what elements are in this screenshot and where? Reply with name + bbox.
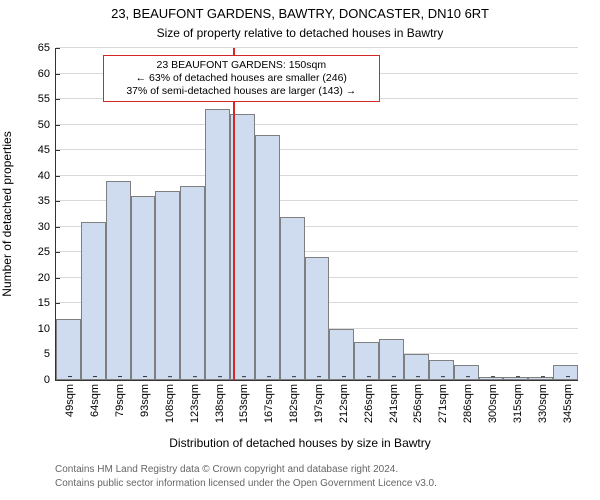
chart-title-line2: Size of property relative to detached ho… — [0, 26, 600, 40]
x-tick-label: 79sqm — [114, 380, 126, 417]
x-tick-label: 153sqm — [238, 380, 250, 423]
y-tick-label: 50 — [38, 119, 56, 131]
histogram-bar — [329, 329, 354, 380]
x-tick-label: 197sqm — [313, 380, 325, 423]
x-tick-label: 212sqm — [338, 380, 350, 423]
footer-copyright-line2: Contains public sector information licen… — [55, 478, 437, 489]
chart-title-line1: 23, BEAUFONT GARDENS, BAWTRY, DONCASTER,… — [0, 6, 600, 21]
x-tick-label: 167sqm — [263, 380, 275, 423]
x-tick-label: 345sqm — [562, 380, 574, 423]
property-size-histogram: 23, BEAUFONT GARDENS, BAWTRY, DONCASTER,… — [0, 0, 600, 500]
y-tick-label: 60 — [38, 68, 56, 80]
histogram-bar — [131, 196, 156, 380]
histogram-bar — [180, 186, 205, 380]
y-axis-label: Number of detached properties — [0, 131, 14, 296]
x-tick-label: 108sqm — [164, 380, 176, 423]
x-tick-label: 286sqm — [462, 380, 474, 423]
histogram-bar — [280, 217, 305, 380]
y-gridline — [56, 175, 578, 176]
x-tick-label: 330sqm — [537, 380, 549, 423]
y-gridline — [56, 47, 578, 48]
histogram-bar — [305, 257, 330, 380]
y-tick-label: 45 — [38, 144, 56, 156]
x-tick-label: 226sqm — [363, 380, 375, 423]
footer-copyright-line1: Contains HM Land Registry data © Crown c… — [55, 464, 398, 475]
histogram-bar — [106, 181, 131, 380]
histogram-bar — [454, 365, 479, 380]
x-tick-label: 241sqm — [388, 380, 400, 423]
x-tick-label: 271sqm — [437, 380, 449, 423]
histogram-bar — [56, 319, 81, 380]
x-tick-label: 138sqm — [214, 380, 226, 423]
x-tick-label: 49sqm — [64, 380, 76, 417]
annotation-box: 23 BEAUFONT GARDENS: 150sqm← 63% of deta… — [103, 55, 380, 102]
histogram-bar — [205, 109, 230, 380]
y-tick-label: 10 — [38, 323, 56, 335]
x-tick-label: 256sqm — [412, 380, 424, 423]
y-tick-label: 55 — [38, 93, 56, 105]
histogram-bar — [255, 135, 280, 380]
y-tick-label: 30 — [38, 221, 56, 233]
x-tick-label: 123sqm — [189, 380, 201, 423]
y-tick-label: 5 — [44, 348, 56, 360]
x-tick-label: 182sqm — [288, 380, 300, 423]
y-gridline — [56, 124, 578, 125]
plot-area: 0510152025303540455055606549sqm64sqm79sq… — [55, 48, 578, 381]
y-tick-label: 20 — [38, 272, 56, 284]
annotation-line1: 23 BEAUFONT GARDENS: 150sqm — [110, 59, 373, 72]
histogram-bar — [553, 365, 578, 380]
x-axis-label: Distribution of detached houses by size … — [0, 436, 600, 450]
y-tick-label: 15 — [38, 297, 56, 309]
x-tick-label: 64sqm — [89, 380, 101, 417]
annotation-line2: ← 63% of detached houses are smaller (24… — [110, 72, 373, 85]
histogram-bar — [379, 339, 404, 380]
y-tick-label: 0 — [44, 374, 56, 386]
y-tick-label: 25 — [38, 246, 56, 258]
x-tick-label: 300sqm — [487, 380, 499, 423]
histogram-bar — [155, 191, 180, 380]
y-tick-label: 35 — [38, 195, 56, 207]
y-gridline — [56, 149, 578, 150]
x-tick-label: 315sqm — [512, 380, 524, 423]
x-tick-label: 93sqm — [139, 380, 151, 417]
histogram-bar — [354, 342, 379, 380]
histogram-bar — [81, 222, 106, 380]
y-tick-label: 40 — [38, 170, 56, 182]
annotation-line3: 37% of semi-detached houses are larger (… — [110, 85, 373, 98]
y-tick-label: 65 — [38, 42, 56, 54]
